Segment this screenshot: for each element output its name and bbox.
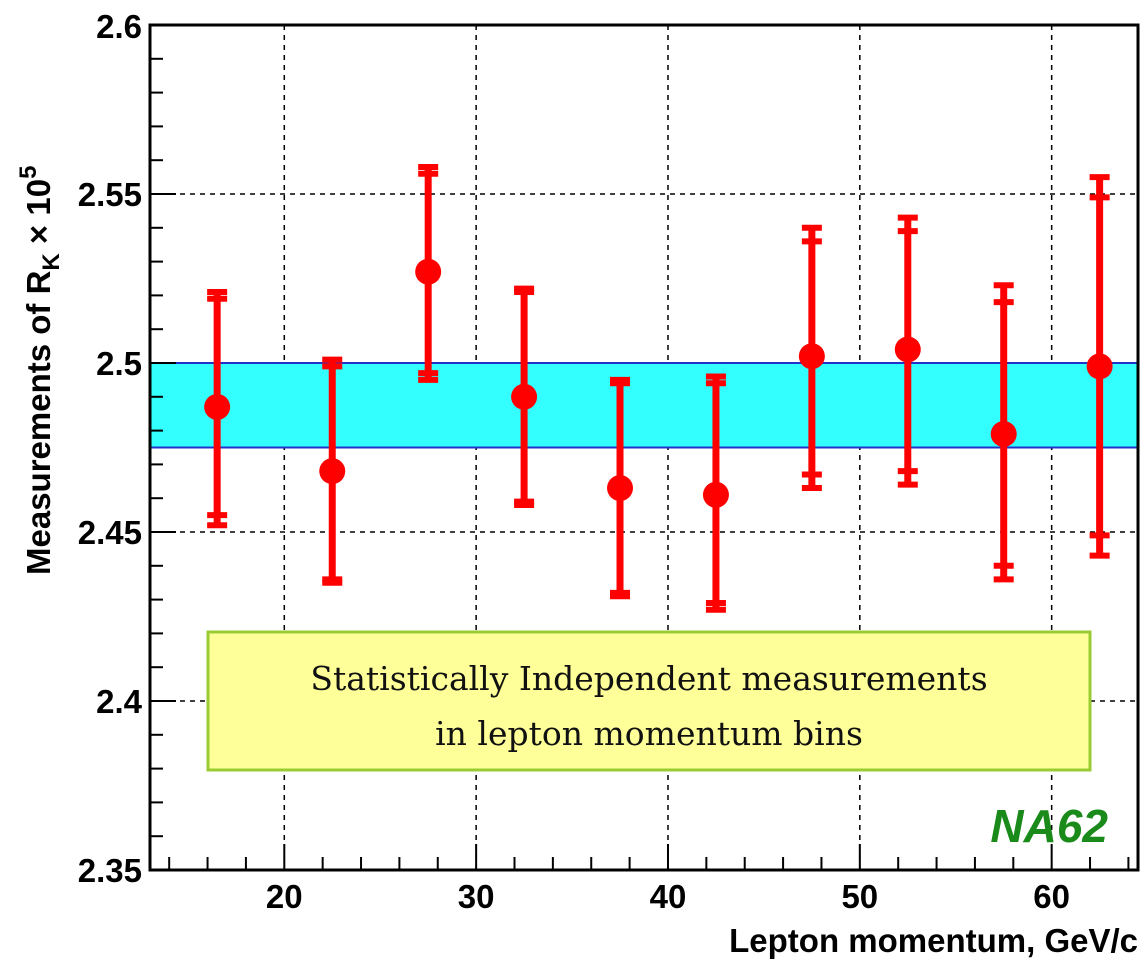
annotation-background bbox=[206, 630, 1092, 772]
data-marker bbox=[511, 383, 538, 410]
reference-band bbox=[150, 362, 1138, 449]
y-axis-title: Measurements of RK × 105 bbox=[15, 166, 65, 575]
y-tick-labels: 2.35 2.4 2.45 2.5 2.55 2.6 bbox=[78, 8, 143, 889]
y-tick-label: 2.4 bbox=[96, 683, 143, 720]
y-tick-label: 2.55 bbox=[78, 176, 142, 213]
data-marker bbox=[204, 393, 231, 420]
data-points bbox=[204, 163, 1113, 613]
data-point bbox=[511, 285, 538, 508]
y-axis-title-subscript: K bbox=[38, 253, 65, 271]
y-tick-label: 2.6 bbox=[96, 8, 142, 45]
data-marker bbox=[1086, 353, 1113, 380]
x-tick-label: 50 bbox=[841, 878, 878, 915]
data-point bbox=[798, 224, 825, 492]
x-tick-label: 60 bbox=[1033, 878, 1070, 915]
plot-frame bbox=[148, 23, 1140, 872]
axis-ticks bbox=[150, 24, 1130, 871]
data-point bbox=[1086, 174, 1113, 559]
y-axis-title-superscript: 5 bbox=[15, 166, 42, 179]
data-marker bbox=[798, 343, 825, 370]
data-point bbox=[894, 214, 921, 488]
data-marker bbox=[607, 475, 634, 502]
x-tick-label: 30 bbox=[458, 878, 495, 915]
data-point bbox=[990, 282, 1017, 583]
plot-frame-rect bbox=[148, 23, 1140, 872]
data-point bbox=[702, 373, 729, 613]
experiment-label: NA62 bbox=[990, 800, 1108, 852]
x-tick-label: 20 bbox=[266, 878, 303, 915]
y-tick-label: 2.5 bbox=[96, 345, 142, 382]
band-fill bbox=[150, 363, 1138, 448]
data-marker bbox=[415, 258, 442, 285]
data-point bbox=[607, 376, 634, 600]
x-tick-labels: 20 30 40 50 60 bbox=[266, 878, 1070, 915]
annotation-line-2: in lepton momentum bins bbox=[435, 714, 863, 753]
y-tick-label: 2.35 bbox=[78, 852, 142, 889]
data-marker bbox=[702, 481, 729, 508]
data-marker bbox=[894, 336, 921, 363]
data-marker bbox=[319, 458, 346, 485]
y-tick-label: 2.45 bbox=[78, 514, 142, 551]
x-axis-title: Lepton momentum, GeV/c bbox=[729, 922, 1138, 959]
data-marker bbox=[990, 420, 1017, 447]
annotation-line-1: Statistically Independent measurements bbox=[310, 659, 987, 698]
data-point bbox=[204, 289, 231, 529]
data-point bbox=[415, 163, 442, 383]
x-tick-label: 40 bbox=[650, 878, 687, 915]
data-point bbox=[319, 356, 346, 586]
y-axis-title-tail: × 10 bbox=[20, 179, 57, 253]
y-axis-title-main: Measurements of R bbox=[20, 270, 57, 575]
annotation-box: Statistically Independent measurements i… bbox=[206, 630, 1092, 772]
